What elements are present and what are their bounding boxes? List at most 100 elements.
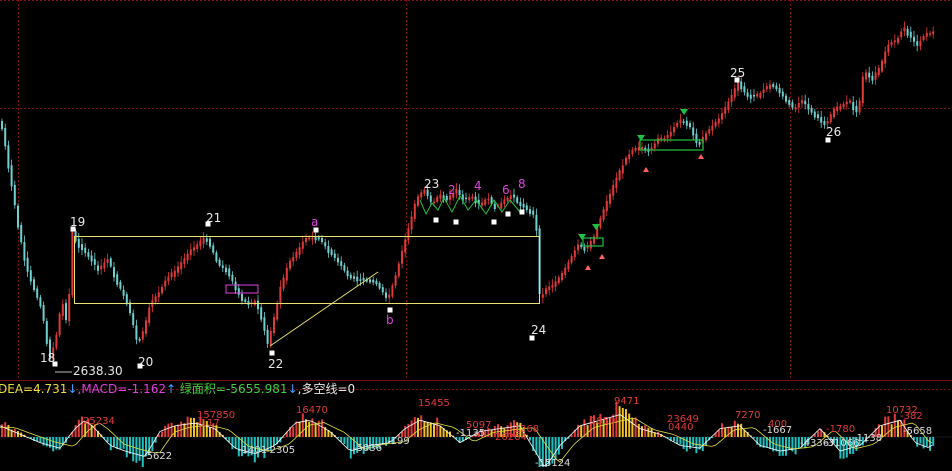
candle-body	[295, 251, 298, 259]
candle-body	[871, 75, 874, 81]
candle-body	[298, 247, 301, 255]
candle-body	[314, 236, 317, 241]
candle-body	[717, 118, 720, 124]
wave-label-22: 22	[268, 357, 283, 371]
candle-body	[125, 294, 128, 305]
macd-bar	[452, 435, 455, 437]
candle-body	[849, 100, 851, 103]
wave-pivot-marker	[313, 227, 319, 233]
candle-body	[52, 347, 55, 360]
candle-body	[420, 192, 423, 198]
macd-bar	[753, 437, 755, 439]
macd-bar	[113, 437, 115, 447]
candle-body	[919, 40, 922, 47]
macd-bar	[903, 419, 906, 437]
candle-body	[23, 241, 26, 261]
macd-bar	[647, 427, 650, 437]
macd-bar	[705, 437, 707, 446]
macd-bar	[433, 424, 435, 437]
macd-area-label: -1268	[510, 424, 539, 435]
macd-bar	[791, 437, 794, 452]
candle-body	[737, 82, 739, 91]
legend-dea-arrow: ↓	[67, 382, 77, 396]
macd-bar	[551, 437, 554, 464]
macd-bar	[487, 428, 490, 437]
candle-body	[861, 76, 864, 104]
candle-body	[177, 266, 179, 273]
candle-body	[698, 141, 701, 145]
up-arrow-marker	[643, 167, 649, 172]
macd-bar	[900, 419, 903, 437]
macd-bar	[247, 437, 250, 457]
candle-body	[228, 268, 231, 277]
macd-bar	[413, 417, 416, 437]
candle-body	[746, 92, 749, 97]
candle-body	[58, 313, 61, 336]
macd-bar	[605, 417, 608, 437]
macd-bar	[631, 417, 634, 437]
macd-bar	[375, 437, 378, 449]
macd-bar	[797, 437, 800, 449]
macd-bar	[769, 437, 771, 449]
macd-bar	[612, 414, 615, 437]
macd-bar	[253, 437, 256, 463]
macd-bar	[330, 431, 333, 437]
macd-bar	[861, 437, 864, 446]
candle-body	[356, 276, 359, 282]
macd-bar	[493, 426, 496, 437]
macd-bar	[202, 420, 205, 437]
macd-bar	[7, 425, 10, 437]
macd-bar	[871, 434, 874, 437]
macd-bar	[33, 437, 35, 441]
macd-bar	[810, 437, 813, 438]
macd-area-label: -1780	[826, 424, 855, 435]
candle-body	[273, 317, 275, 334]
macd-bar	[474, 433, 477, 437]
macd-bar	[497, 424, 499, 437]
candle-body	[55, 334, 58, 348]
candle-body	[333, 253, 336, 258]
macd-bar	[724, 427, 727, 437]
macd-bar	[541, 437, 544, 471]
candle-body	[317, 237, 320, 240]
macd-bar	[455, 437, 458, 440]
wave-label-19: 19	[70, 215, 85, 229]
candle-body	[583, 246, 586, 251]
candle-body	[17, 205, 19, 228]
candle-body	[820, 117, 823, 123]
candle-body	[669, 131, 672, 137]
macd-bar	[762, 437, 765, 448]
candle-body	[519, 201, 522, 207]
candle-body	[263, 317, 266, 331]
candle-body	[311, 237, 314, 240]
macd-bar	[426, 422, 429, 437]
macd-bar	[778, 437, 781, 456]
macd-bar	[573, 429, 576, 437]
macd-bar	[877, 424, 880, 437]
macd-bar	[829, 437, 832, 440]
candle-body	[929, 33, 931, 35]
macd-bar	[410, 420, 413, 437]
candle-body	[487, 198, 490, 201]
candle-body	[855, 105, 858, 113]
candle-body	[10, 165, 13, 187]
candle-body	[548, 286, 551, 291]
candle-body	[471, 196, 474, 199]
macd-bar	[868, 437, 871, 438]
candle-body	[269, 330, 272, 346]
wave-label-23: 23	[424, 177, 439, 191]
macd-area-label: -1135	[456, 428, 485, 439]
candle-body	[247, 301, 250, 305]
macd-bar	[525, 434, 528, 437]
candle-body	[353, 276, 355, 279]
candle-body	[29, 270, 32, 282]
candle-body	[810, 107, 813, 113]
candle-body	[804, 100, 807, 105]
macd-bar	[145, 437, 147, 457]
candle-body	[145, 320, 147, 334]
macd-bar	[228, 437, 231, 443]
macd-bar	[90, 424, 93, 437]
macd-bar	[93, 424, 96, 437]
